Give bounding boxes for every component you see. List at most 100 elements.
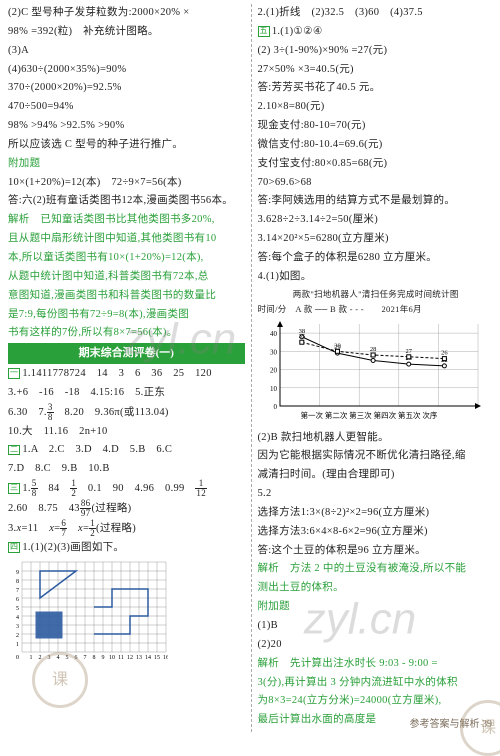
text: (3)A <box>8 42 245 60</box>
text: 从题中统计图中知道,科普类图书有72本,总 <box>8 268 245 286</box>
svg-text:14: 14 <box>145 655 151 661</box>
svg-text:5: 5 <box>16 606 19 612</box>
svg-text:15: 15 <box>154 655 160 661</box>
line-chart-svg: 38292523223530282726 010203040第一次 第二次 第三… <box>258 318 488 428</box>
line-chart: 38292523223530282726 010203040第一次 第二次 第三… <box>258 318 488 428</box>
svg-text:8: 8 <box>93 655 96 661</box>
text: 6.30 7.38 8.20 9.36π(或113.04) <box>8 403 245 422</box>
svg-text:26: 26 <box>441 349 448 356</box>
exam-heading: 期末综合测评卷(一) <box>8 343 245 364</box>
text: 98% =392(粒) 补充统计图略。 <box>8 23 245 41</box>
fraction: 58 <box>31 479 38 498</box>
text: (2) 3÷(1-90%)×90% =27(元) <box>258 42 495 60</box>
text: 3.x=11 x=67 x=12(过程略) <box>8 519 245 538</box>
fraction: 12 <box>70 479 77 498</box>
text: 2.60 8.75 438697(过程略) <box>8 499 245 518</box>
text: 为8×3=24(立方分米)=24000(立方厘米), <box>258 692 495 710</box>
text: 支付宝支付:80×0.85=68(元) <box>258 155 495 173</box>
svg-text:11: 11 <box>118 655 124 661</box>
text: 答:每个盒子的体积是6280 立方厘米。 <box>258 249 495 267</box>
text: 选择方法1:3×(8÷2)²×2=96(立方厘米) <box>258 504 495 522</box>
text: 4.(1)如图。 <box>258 268 495 286</box>
text: 2.10×8=80(元) <box>258 98 495 116</box>
svg-text:30: 30 <box>334 342 341 349</box>
text: 答:李阿姨选用的结算方式不是最划算的。 <box>258 192 495 210</box>
text: 答:芳芳买书花了40.5 元。 <box>258 79 495 97</box>
text: (2)20 <box>258 636 495 654</box>
text: 所以应该选 C 型号的种子进行推广。 <box>8 136 245 154</box>
text: 解析 已知童话类图书比其他类图书多20%, <box>8 211 245 229</box>
text: 3.628÷2÷3.14÷2=50(厘米) <box>258 211 495 229</box>
svg-text:16: 16 <box>163 655 168 661</box>
text: 是7:9,每份图书有72÷9=8(本),漫画类图 <box>8 306 245 324</box>
svg-text:10: 10 <box>109 655 115 661</box>
text: 27×50% ×3=40.5(元) <box>258 61 495 79</box>
svg-text:7: 7 <box>16 588 19 594</box>
text: (2)B 款扫地机器人更智能。 <box>258 429 495 447</box>
text: (4)630÷(2000×35%)=90% <box>8 61 245 79</box>
text: (1)B <box>258 617 495 635</box>
text: 四1.(1)(2)(3)画图如下。 <box>8 539 245 557</box>
svg-text:5: 5 <box>66 655 69 661</box>
text: 三1.58 84 12 0.1 90 4.96 0.99 112 <box>8 479 245 498</box>
text: 现金支付:80-10=70(元) <box>258 117 495 135</box>
section-icon: 二 <box>8 445 20 456</box>
fraction: 67 <box>60 519 67 538</box>
text: 98% >94% >92.5% >90% <box>8 117 245 135</box>
svg-text:4: 4 <box>16 615 19 621</box>
svg-text:第一次 第二次 第三次 第四次 第五次 次序: 第一次 第二次 第三次 第四次 第五次 次序 <box>300 410 437 420</box>
text: (2)C 型号种子发芽粒数为:2000×20% × <box>8 4 245 22</box>
svg-text:1: 1 <box>16 642 19 648</box>
fraction: 112 <box>195 479 207 498</box>
svg-text:35: 35 <box>298 333 305 340</box>
t: 1.(1)(2)(3)画图如下。 <box>22 542 124 553</box>
right-column: 2.(1)折线 (2)32.5 (3)60 (4)37.5 五1.(1)①②④ … <box>258 4 495 732</box>
svg-text:0: 0 <box>273 403 277 411</box>
svg-text:4: 4 <box>57 655 60 661</box>
text: 470÷500=94% <box>8 98 245 116</box>
text: 70>69.6>68 <box>258 174 495 192</box>
text: 3.14×20²×5=6280(立方厘米) <box>258 230 495 248</box>
svg-text:3: 3 <box>16 624 19 630</box>
svg-text:10: 10 <box>270 384 278 392</box>
fraction: 38 <box>47 403 54 422</box>
chart-title: 两款"扫地机器人"清扫任务完成时间统计图 <box>258 287 495 301</box>
t: 1.A 2.C 3.D 4.D 5.B 6.C <box>22 444 172 455</box>
text: 意图知道,漫画类图书和科普类图书的数量比 <box>8 287 245 305</box>
text: 解析 方法 2 中的土豆没有被淹没,所以不能 <box>258 560 495 578</box>
t: 1.(1)①②④ <box>272 26 323 37</box>
text: 微信支付:80-10.4=69.6(元) <box>258 136 495 154</box>
text: 5.2 <box>258 485 495 503</box>
text: 书有这样的7份,所以有8×7=56(本)。 <box>8 324 245 342</box>
text: 本,所以童话类图书有10×(1+20%)=12(本), <box>8 249 245 267</box>
t: 1.1411778724 14 3 6 36 25 120 <box>22 368 211 379</box>
text: 减清扫时间。(理由合理即可) <box>258 466 495 484</box>
text: 二1.A 2.C 3.D 4.D 5.B 6.C <box>8 441 245 459</box>
text: 选择方法3:6×4×8-6×2=96(立方厘米) <box>258 523 495 541</box>
svg-text:12: 12 <box>127 655 133 661</box>
svg-text:2: 2 <box>39 655 42 661</box>
text: 五1.(1)①②④ <box>258 23 495 41</box>
text: 因为它能根据实际情况不断优化清扫路径,缩 <box>258 447 495 465</box>
text: 且从题中扇形统计图中知道,其他类图书有10 <box>8 230 245 248</box>
text: 10×(1+20%)=12(本) 72÷9×7=56(本) <box>8 174 245 192</box>
text: 一1.1411778724 14 3 6 36 25 120 <box>8 365 245 383</box>
svg-text:13: 13 <box>136 655 142 661</box>
svg-text:27: 27 <box>405 347 412 354</box>
svg-text:2: 2 <box>16 633 19 639</box>
text: 3.+6 -16 -18 4.15:16 5.正东 <box>8 384 245 402</box>
text: 答:这个土豆的体积是96 立方厘米。 <box>258 542 495 560</box>
svg-text:28: 28 <box>369 346 376 353</box>
text: 370÷(2000×20%)=92.5% <box>8 79 245 97</box>
svg-text:9: 9 <box>16 570 19 576</box>
svg-text:30: 30 <box>270 348 278 356</box>
text: 解析 先计算出注水时长 9:03 - 9:00 = <box>258 655 495 673</box>
text: 3(分),再计算出 3 分钟内流进缸中水的体积 <box>258 674 495 692</box>
text: 测出土豆的体积。 <box>258 579 495 597</box>
fraction: 8697 <box>80 499 92 518</box>
left-column: (2)C 型号种子发芽粒数为:2000×20% × 98% =392(粒) 补充… <box>8 4 252 732</box>
svg-text:0: 0 <box>16 655 19 661</box>
svg-text:8: 8 <box>16 579 19 585</box>
svg-text:6: 6 <box>75 655 78 661</box>
text: 10.大 11.16 2n+10 <box>8 423 245 441</box>
